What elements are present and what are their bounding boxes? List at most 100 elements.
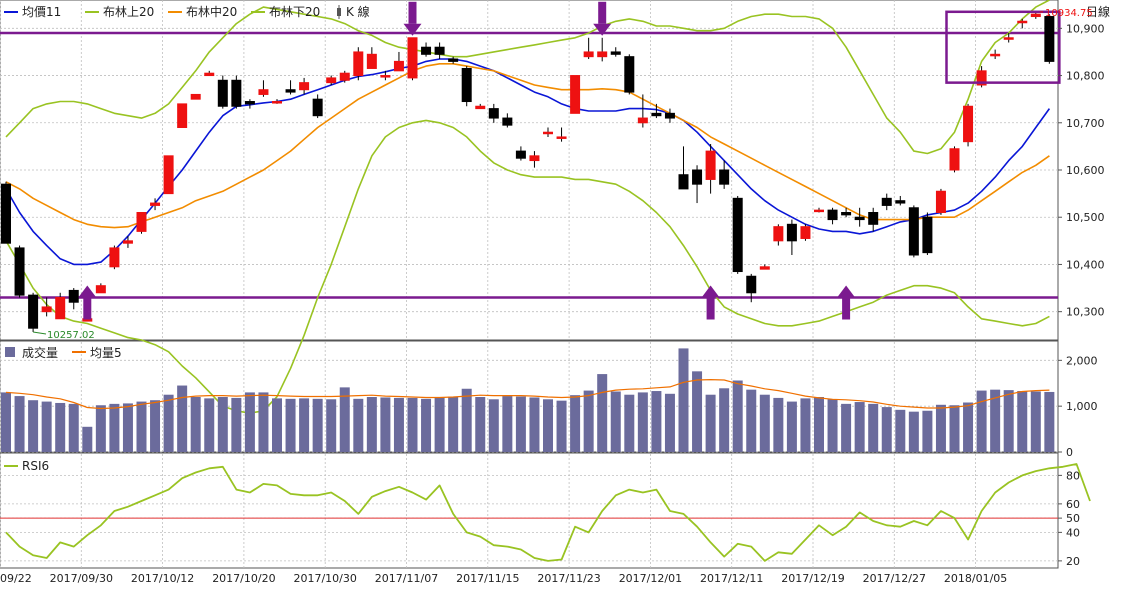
candle-down bbox=[732, 197, 743, 273]
volume-bar bbox=[990, 389, 1001, 452]
period-label: 日線 bbox=[1086, 4, 1110, 19]
candle-down bbox=[312, 98, 323, 117]
volume-bar bbox=[773, 397, 784, 452]
volume-bar bbox=[949, 405, 960, 452]
volume-bar bbox=[1, 392, 11, 452]
candle-up bbox=[353, 51, 364, 77]
y-tick-label: 10,800 bbox=[1066, 70, 1105, 83]
date-tick-label: 2017/10/12 bbox=[131, 572, 194, 585]
volume-bar bbox=[664, 393, 675, 452]
legend-avg-volume-label: 均量5 bbox=[90, 346, 122, 360]
candle-up bbox=[407, 37, 418, 79]
bollinger-upper-line bbox=[5, 0, 1050, 155]
candle-down bbox=[786, 223, 797, 242]
date-tick-label: 09/22 bbox=[0, 572, 32, 585]
candle-up bbox=[1003, 37, 1014, 40]
volume-bar bbox=[841, 403, 852, 452]
volume-bar bbox=[380, 397, 391, 452]
y-tick-label: 10,900 bbox=[1066, 22, 1105, 35]
volume-bar bbox=[448, 396, 459, 452]
candle-up bbox=[800, 226, 811, 239]
candle-down bbox=[502, 117, 513, 126]
volume-bar bbox=[434, 397, 445, 452]
candle-up bbox=[570, 75, 581, 114]
legend-lower-label: 布林下20 bbox=[269, 5, 320, 19]
volume-bar bbox=[583, 390, 594, 452]
volume-bar bbox=[177, 385, 188, 452]
volume-bar bbox=[814, 397, 824, 452]
candle-down bbox=[841, 212, 852, 216]
candle-up bbox=[773, 226, 784, 242]
candle-up bbox=[326, 77, 337, 84]
volume-bar bbox=[326, 399, 337, 452]
y-tick-label: 1,000 bbox=[1066, 400, 1098, 413]
volume-bar bbox=[637, 392, 648, 452]
arrow-shaft bbox=[706, 297, 715, 320]
volume-bar bbox=[868, 403, 879, 452]
volume-bar bbox=[692, 371, 703, 452]
candle-up bbox=[475, 105, 486, 110]
y-tick-label: 0 bbox=[1066, 446, 1073, 459]
candle-up bbox=[258, 89, 269, 95]
volume-bar bbox=[543, 399, 553, 452]
arrow-down-marker bbox=[403, 1, 422, 36]
candle-down bbox=[1044, 16, 1055, 62]
grid bbox=[0, 0, 1058, 568]
volume-bar bbox=[14, 396, 25, 452]
candle-down bbox=[488, 108, 499, 119]
candle-up bbox=[1030, 13, 1041, 18]
volume-bar bbox=[68, 403, 79, 452]
candle-down bbox=[421, 46, 432, 55]
date-tick-label: 2017/12/19 bbox=[781, 572, 844, 585]
volume-bar bbox=[353, 398, 364, 452]
date-tick-label: 2017/09/30 bbox=[50, 572, 113, 585]
candle-up bbox=[55, 297, 66, 320]
candle-up bbox=[583, 51, 594, 58]
volume-bar bbox=[1017, 391, 1028, 452]
date-tick-label: 2017/12/01 bbox=[619, 572, 682, 585]
volume-bar bbox=[922, 410, 933, 452]
date-tick-label: 2017/10/30 bbox=[293, 572, 356, 585]
candle-down bbox=[285, 89, 296, 93]
candle-up bbox=[272, 101, 282, 104]
volume-bar bbox=[217, 397, 228, 452]
candle-up bbox=[177, 103, 188, 128]
bollinger-lower-line bbox=[5, 119, 1050, 415]
candle-up bbox=[759, 266, 770, 270]
candle-up bbox=[366, 53, 377, 69]
volume-bar bbox=[55, 402, 66, 452]
date-tick-label: 2017/12/27 bbox=[863, 572, 926, 585]
candle-down bbox=[448, 58, 459, 62]
candle-down bbox=[610, 51, 621, 55]
candle-down bbox=[719, 169, 730, 185]
legend-volume-swatch bbox=[5, 347, 15, 357]
volume-bar bbox=[421, 398, 432, 452]
volume-bar bbox=[204, 398, 215, 452]
volume-bar bbox=[502, 396, 513, 452]
axes: 09/22 2017/09/30 2017/10/12 2017/10/20 2017/… bbox=[0, 22, 1105, 585]
volume-bar bbox=[488, 399, 499, 452]
candle-down bbox=[461, 67, 472, 103]
candle-up bbox=[529, 155, 540, 162]
y-tick-label: 10,700 bbox=[1066, 117, 1105, 130]
candle-down bbox=[746, 275, 757, 294]
avg-volume-line bbox=[5, 379, 1050, 410]
candle-up bbox=[814, 209, 824, 213]
volume-bar bbox=[786, 401, 797, 452]
max-price-label: 10934.75 bbox=[1045, 8, 1093, 19]
price-legend: 均價11 布林上20 布林中20 布林下20 K 線 bbox=[4, 4, 370, 19]
candle-up bbox=[339, 72, 350, 81]
candle-up bbox=[963, 105, 974, 143]
legend-mid-label: 布林中20 bbox=[186, 4, 237, 19]
ma11-line bbox=[5, 58, 1051, 266]
date-tick-label: 2017/11/15 bbox=[456, 572, 519, 585]
volume-bar bbox=[651, 391, 662, 452]
arrow-up-marker bbox=[837, 285, 856, 320]
candle-down bbox=[244, 101, 255, 105]
volume-bar bbox=[719, 388, 730, 452]
candle-down bbox=[231, 79, 242, 107]
volume-bar bbox=[705, 394, 716, 452]
arrow-head bbox=[837, 285, 856, 298]
candle-down bbox=[217, 79, 228, 107]
